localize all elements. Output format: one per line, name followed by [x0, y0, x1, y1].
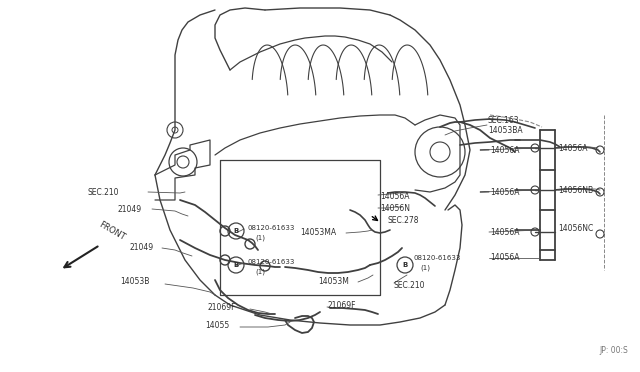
Text: 21069F: 21069F — [208, 302, 237, 311]
Text: 14056A: 14056A — [490, 253, 520, 263]
Text: 08120-61633: 08120-61633 — [413, 255, 460, 261]
Text: 14056A: 14056A — [558, 144, 588, 153]
Text: 21049: 21049 — [117, 205, 141, 214]
Text: 21049: 21049 — [130, 244, 154, 253]
Text: JP: 00:S: JP: 00:S — [599, 346, 628, 355]
Text: 14053BA: 14053BA — [488, 125, 523, 135]
Text: 21069F: 21069F — [327, 301, 355, 310]
Text: B: B — [403, 262, 408, 268]
Text: 14056A: 14056A — [490, 228, 520, 237]
Text: 14056A: 14056A — [490, 187, 520, 196]
Text: SEC.210: SEC.210 — [87, 187, 118, 196]
Text: 14056A: 14056A — [380, 192, 410, 201]
Text: 14056A: 14056A — [490, 145, 520, 154]
Text: B: B — [234, 228, 239, 234]
Text: SEC.278: SEC.278 — [388, 215, 419, 224]
Text: 08120-61633: 08120-61633 — [247, 225, 294, 231]
Text: FRONT: FRONT — [97, 220, 126, 242]
Text: SEC.210: SEC.210 — [394, 280, 426, 289]
Text: (1): (1) — [255, 269, 265, 275]
Text: 14056NC: 14056NC — [558, 224, 593, 232]
Text: 14053B: 14053B — [120, 278, 149, 286]
Text: 14053MA: 14053MA — [300, 228, 336, 237]
Text: 14055: 14055 — [205, 321, 229, 330]
Text: 14056NB: 14056NB — [558, 186, 593, 195]
Text: 08120-61633: 08120-61633 — [247, 259, 294, 265]
Text: (1): (1) — [420, 265, 430, 271]
Text: 14056N: 14056N — [380, 203, 410, 212]
Text: 14053M: 14053M — [318, 278, 349, 286]
Text: (1): (1) — [255, 235, 265, 241]
Text: SEC.163: SEC.163 — [488, 115, 520, 125]
Text: B: B — [234, 262, 239, 268]
